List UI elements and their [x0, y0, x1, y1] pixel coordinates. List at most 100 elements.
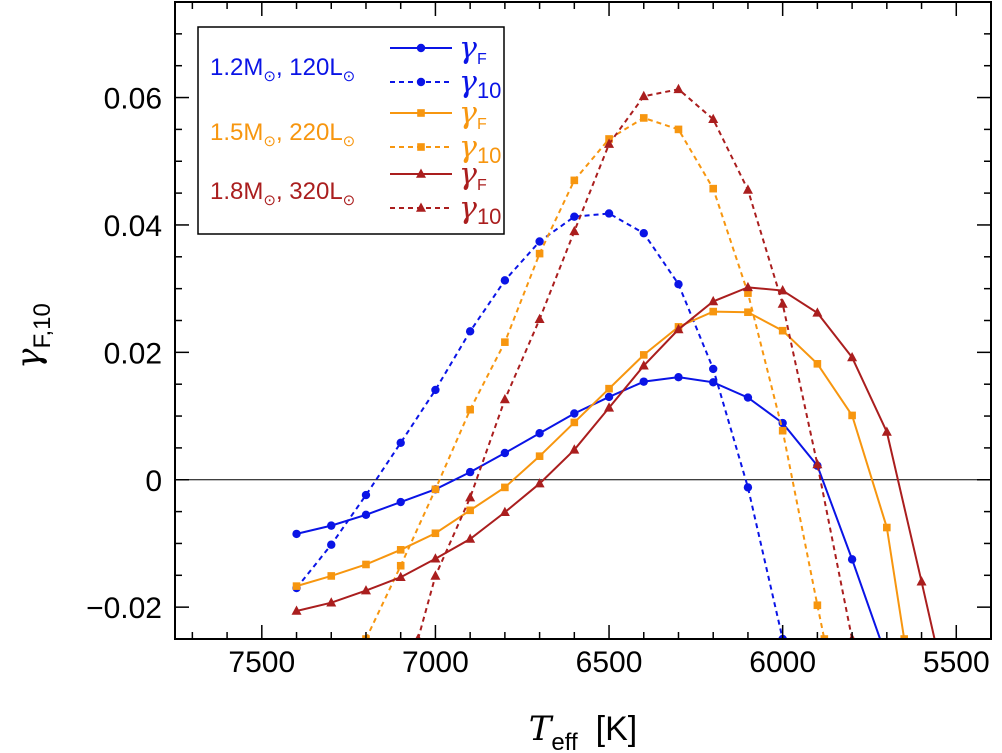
data-point: [742, 184, 753, 194]
data-point: [396, 561, 405, 570]
legend-label-1-mass: 1.2M: [210, 54, 263, 81]
data-point: [570, 176, 579, 185]
data-point: [569, 444, 580, 454]
data-point: [570, 212, 579, 221]
data-point: [813, 601, 822, 610]
data-point: [534, 478, 545, 488]
data-point: [639, 351, 648, 359]
legend-gamma-symbol: γ: [459, 157, 477, 192]
data-point: [674, 125, 683, 134]
data-point: [415, 633, 422, 639]
data-point: [569, 225, 580, 236]
data-point: [674, 372, 683, 382]
data-point: [535, 237, 544, 246]
data-point: [744, 308, 752, 317]
data-point: [326, 597, 337, 607]
data-point: [291, 605, 302, 615]
x-tick-label: 6000: [749, 646, 816, 679]
legend-label-1: 1.2M⊙, 120L⊙: [210, 54, 355, 85]
legend-marker: [416, 202, 426, 212]
legend: 1.2M⊙, 120L⊙ γF γ10 1.5M⊙, 220L⊙ γF γ10 …: [197, 26, 505, 235]
legend-label-2-mass: 1.5M: [210, 119, 263, 146]
x-tick-label: 5500: [923, 646, 990, 679]
data-point: [361, 490, 371, 500]
data-point: [638, 90, 649, 101]
legend-gamma-symbol: γ: [459, 31, 477, 66]
sun-symbol-icon: ⊙: [343, 133, 356, 150]
legend-entry-3: 1.8M⊙, 320L⊙ γF γ10: [210, 157, 501, 229]
data-point: [396, 438, 405, 448]
legend-entry-1: 1.2M⊙, 120L⊙ γF γ10: [210, 31, 501, 103]
data-point: [900, 635, 908, 639]
data-point: [820, 635, 829, 639]
series-2: [292, 209, 787, 639]
legend-samples: [390, 43, 452, 212]
data-point: [674, 279, 683, 289]
data-point: [430, 570, 441, 580]
data-point: [639, 114, 648, 122]
data-point: [604, 209, 614, 218]
x-axis-label-symbol: T: [529, 709, 554, 749]
legend-label-1-sep: ,: [276, 54, 289, 81]
data-point: [742, 281, 753, 292]
data-point: [743, 483, 753, 492]
data-point: [709, 307, 718, 316]
y-tick-label: 0.02: [104, 337, 162, 370]
series-line-gammaF: [296, 310, 906, 639]
legend-gamma-sub: F: [477, 51, 487, 68]
data-point: [535, 249, 544, 258]
data-point: [883, 654, 891, 662]
data-point: [709, 364, 718, 374]
legend-gamma-sub: F: [477, 177, 487, 194]
series-6: [415, 83, 856, 639]
x-tick-label: 7500: [228, 646, 295, 679]
data-point: [778, 426, 787, 435]
series-line-gammaF: [296, 286, 936, 639]
legend-gamma-symbol: γ: [459, 191, 477, 226]
legend-gamma-10-1: γ10: [459, 65, 501, 103]
data-point: [708, 113, 719, 124]
data-point: [743, 393, 753, 402]
sun-symbol-icon: ⊙: [343, 68, 356, 85]
data-point: [327, 572, 336, 580]
data-point: [604, 392, 614, 402]
data-point: [499, 393, 510, 404]
series-layer: [291, 83, 936, 662]
x-tick-label: 6500: [576, 646, 643, 679]
data-point: [466, 506, 474, 515]
series-line-gamma10: [417, 88, 854, 639]
data-point: [708, 295, 719, 306]
series-3: [292, 307, 908, 639]
y-tick-label: 0.04: [104, 210, 162, 243]
data-point: [709, 184, 718, 193]
legend-gamma-f-1: γF: [459, 31, 487, 68]
data-point: [500, 448, 510, 458]
legend-label-3-lum: 320L: [289, 178, 342, 205]
data-point: [361, 510, 371, 519]
data-point: [570, 418, 579, 427]
legend-marker: [417, 143, 425, 151]
legend-gamma-sub: F: [477, 116, 487, 133]
legend-gamma-10-3: γ10: [459, 191, 501, 229]
legend-gamma-f-3: γF: [459, 157, 487, 194]
data-point: [465, 492, 476, 502]
data-point: [535, 429, 544, 438]
legend-gamma-f-2: γF: [459, 96, 487, 133]
legend-marker: [416, 43, 426, 53]
data-point: [778, 326, 787, 335]
y-tick-label: −0.02: [86, 592, 162, 625]
data-point: [327, 540, 336, 549]
data-point: [327, 521, 336, 530]
y-axis-label-subscript: F,10: [29, 303, 56, 348]
data-point: [813, 360, 822, 368]
data-point: [431, 529, 440, 538]
data-point: [847, 555, 857, 564]
x-axis-label: Teff [K]: [529, 709, 638, 753]
data-point: [673, 323, 684, 334]
data-point: [639, 377, 648, 386]
data-point: [500, 276, 510, 285]
data-point: [535, 452, 544, 460]
data-point: [431, 485, 440, 494]
legend-label-2-sep: ,: [276, 119, 289, 146]
data-point: [534, 313, 545, 324]
